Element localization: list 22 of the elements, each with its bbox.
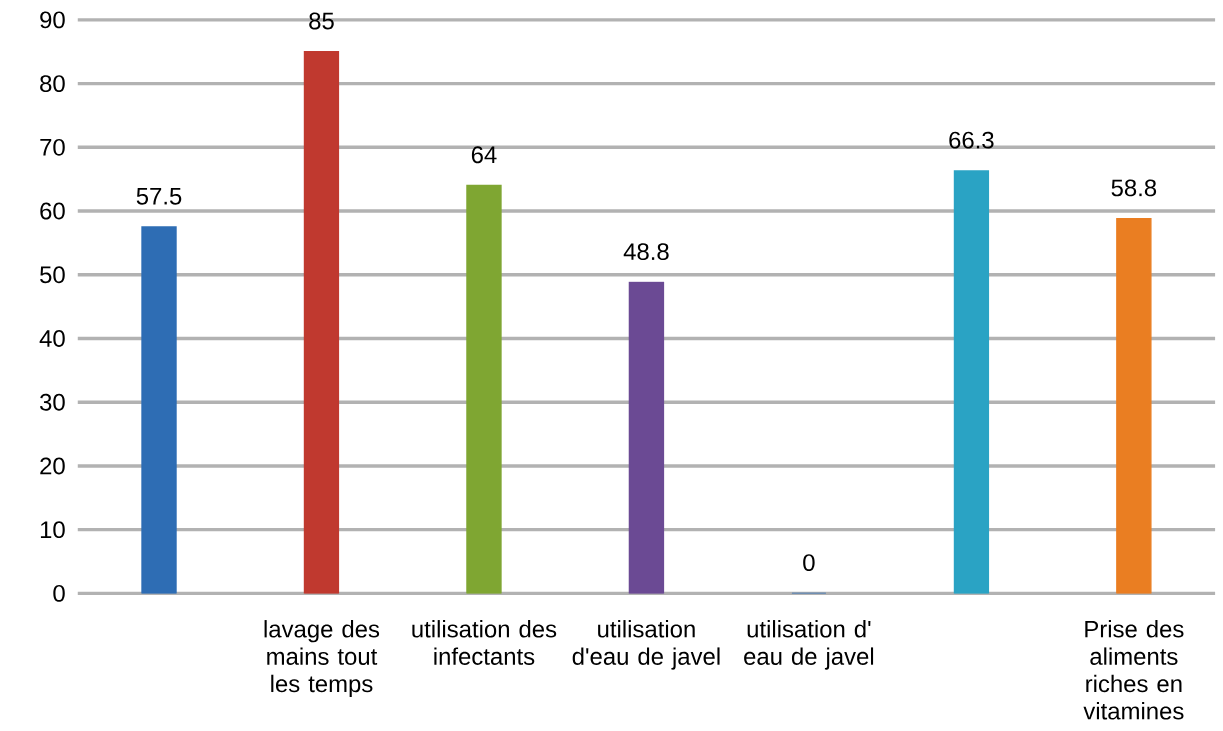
data-label: 64: [471, 146, 497, 164]
x-tick-label: utilisation des infectants: [412, 620, 557, 665]
y-tick-label: 20: [40, 457, 65, 475]
data-label: 58.8: [1111, 179, 1157, 197]
x-tick-label: utilisation d'eau de javel: [572, 620, 720, 670]
data-label: 66.3: [949, 131, 994, 149]
y-tick-label: 10: [40, 521, 65, 539]
data-label: 57.5: [136, 187, 182, 205]
x-tick-label: lavage des mains tout les temps: [264, 620, 380, 698]
data-label: 85: [309, 12, 334, 30]
y-tick-label: 80: [40, 75, 65, 93]
data-label: 48.8: [623, 243, 669, 261]
y-tick-label: 50: [40, 266, 65, 284]
y-tick-label: 30: [40, 393, 65, 411]
y-tick-label: 70: [40, 138, 65, 156]
x-tick-label: Prise des aliments riches en vitamines: [1083, 620, 1184, 720]
data-label: 0: [803, 554, 815, 572]
y-tick-label: 0: [53, 584, 65, 602]
y-tick-label: 40: [39, 330, 65, 347]
y-tick-label: 60: [40, 202, 65, 220]
y-tick-label: 90: [40, 11, 65, 29]
x-tick-label: utilisation d' eau de javel: [744, 620, 874, 670]
